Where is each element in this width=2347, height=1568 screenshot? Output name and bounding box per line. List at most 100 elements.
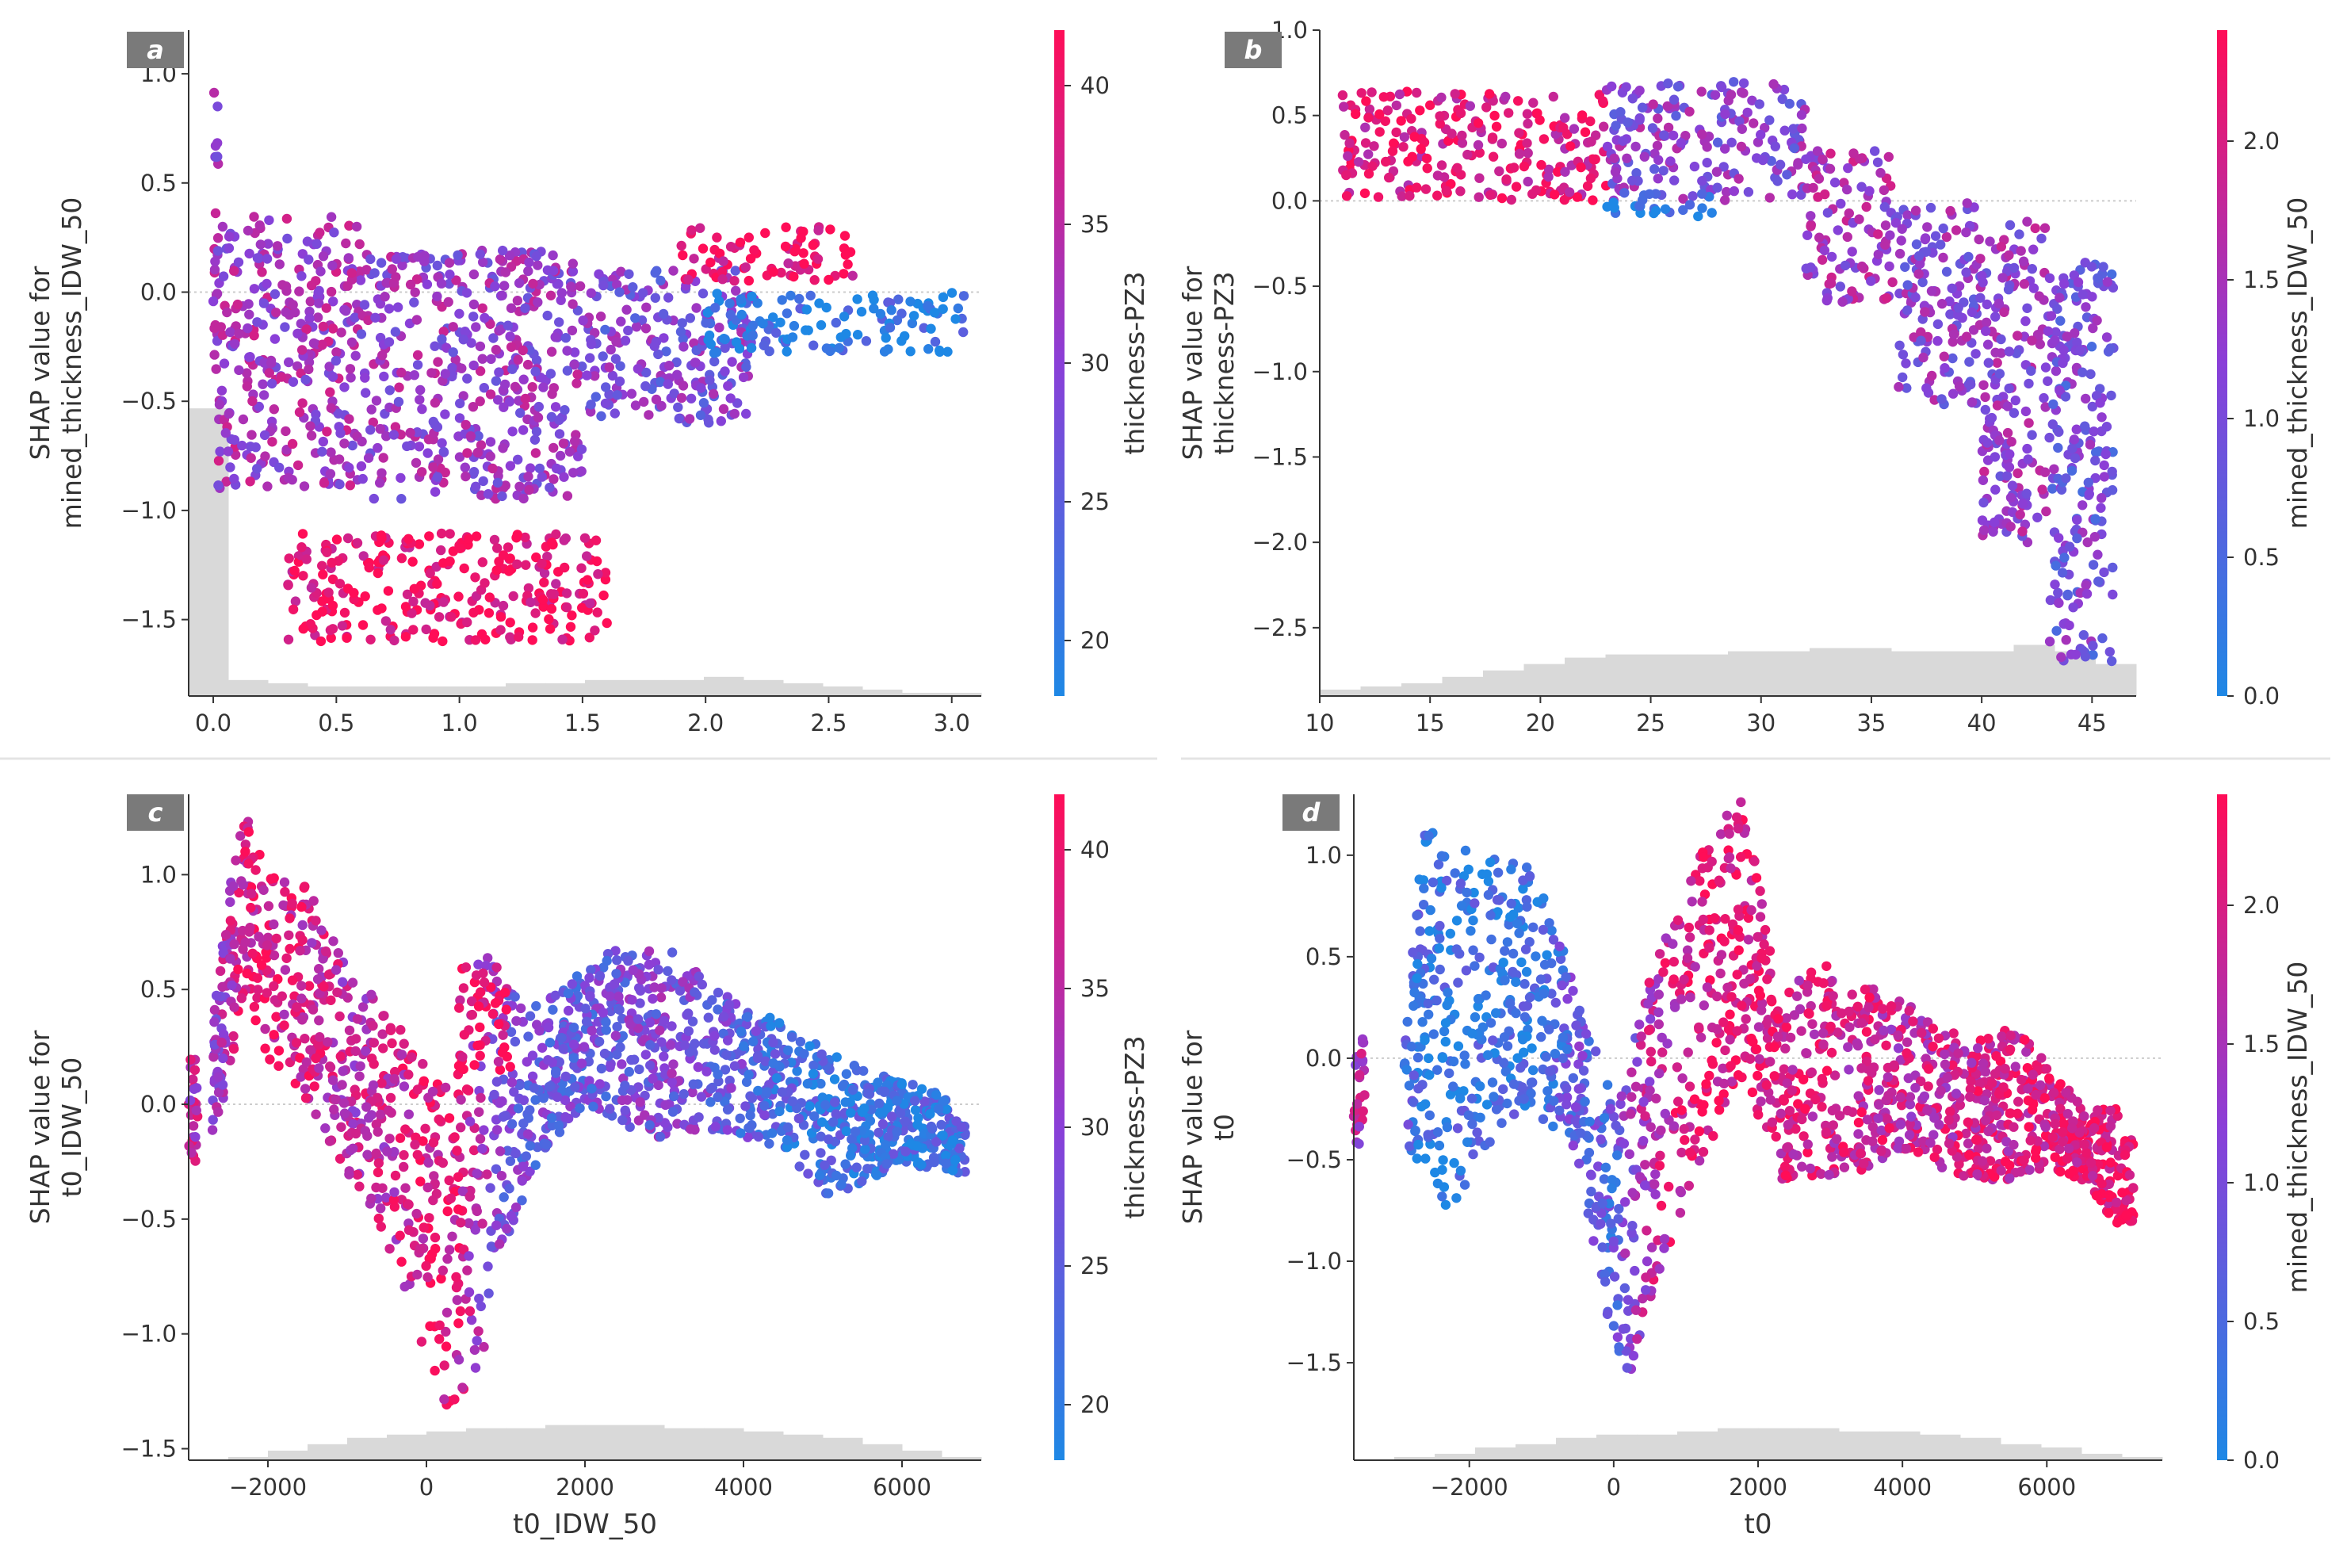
- scatter-point: [210, 256, 220, 266]
- scatter-point: [525, 1105, 535, 1115]
- scatter-point: [2040, 402, 2051, 412]
- scatter-point: [269, 981, 279, 992]
- scatter-point: [452, 1295, 462, 1306]
- scatter-point: [820, 1100, 831, 1111]
- scatter-point: [367, 1054, 377, 1064]
- scatter-point: [255, 239, 266, 250]
- scatter-point: [344, 1169, 354, 1180]
- histogram-bar: [1810, 648, 1851, 696]
- scatter-point: [554, 317, 564, 327]
- scatter-point: [1560, 113, 1570, 123]
- histogram-bar: [902, 692, 942, 696]
- scatter-point: [460, 327, 470, 337]
- histogram-bar: [1798, 1428, 1840, 1460]
- scatter-point: [252, 464, 262, 474]
- scatter-point: [358, 551, 369, 561]
- scatter-point: [2051, 327, 2061, 338]
- y-tick-label: −0.5: [1252, 273, 1308, 300]
- scatter-point: [1755, 885, 1765, 897]
- scatter-point: [378, 453, 388, 463]
- scatter-point: [712, 289, 722, 299]
- scatter-point: [1504, 108, 1514, 118]
- scatter-point: [437, 438, 447, 449]
- x-tick-label: 2.0: [687, 709, 724, 736]
- scatter-point: [451, 275, 461, 285]
- histogram-bar: [2001, 1444, 2042, 1460]
- scatter-point: [2039, 223, 2051, 233]
- scatter-point: [586, 407, 596, 417]
- scatter-point: [2061, 473, 2071, 484]
- scatter-point: [485, 437, 496, 447]
- scatter-point: [258, 885, 269, 896]
- scatter-point: [547, 388, 557, 400]
- scatter-point: [1861, 1027, 1872, 1037]
- scatter-point: [568, 1023, 579, 1033]
- scatter-point: [564, 446, 575, 457]
- scatter-point: [1627, 175, 1638, 185]
- scatter-point: [2059, 553, 2070, 563]
- scatter-point: [376, 1203, 386, 1214]
- scatter-point: [663, 379, 673, 389]
- scatter-point: [624, 269, 634, 279]
- scatter-point: [1870, 146, 1880, 156]
- scatter-point: [2010, 395, 2020, 406]
- scatter-point: [1630, 141, 1641, 152]
- scatter-point: [466, 1314, 477, 1325]
- scatter-point: [537, 558, 547, 569]
- scatter-point: [421, 624, 431, 635]
- scatter-point: [336, 327, 346, 338]
- scatter-point: [958, 291, 969, 301]
- scatter-point: [354, 239, 365, 250]
- scatter-point: [546, 603, 557, 614]
- scatter-point: [1663, 78, 1673, 89]
- scatter-point: [477, 557, 487, 568]
- scatter-point: [1936, 394, 1947, 404]
- scatter-point: [371, 1182, 381, 1193]
- scatter-point: [361, 1102, 372, 1112]
- scatter-point: [1487, 132, 1498, 143]
- scatter-point: [215, 446, 225, 457]
- scatter-point: [2070, 328, 2080, 338]
- scatter-point: [229, 939, 239, 950]
- scatter-point: [468, 360, 479, 371]
- histogram-bar: [823, 686, 863, 696]
- scatter-point: [686, 225, 697, 235]
- scatter-point: [1436, 160, 1447, 170]
- scatter-point: [505, 331, 515, 342]
- scatter-point: [210, 140, 221, 151]
- colorbar-tick-label: 20: [1080, 1391, 1110, 1418]
- scatter-point: [2107, 269, 2117, 280]
- scatter-point: [1436, 92, 1447, 103]
- scatter-point: [252, 973, 263, 983]
- scatter-point: [656, 983, 667, 993]
- scatter-point: [2051, 365, 2062, 377]
- scatter-point: [502, 1051, 512, 1062]
- scatter-point: [472, 447, 483, 458]
- scatter-point: [500, 379, 510, 390]
- y-axis-label: SHAP value formined_thickness_IDW_50: [25, 197, 87, 530]
- x-tick-label: 1.0: [441, 709, 478, 736]
- scatter-point: [396, 1050, 407, 1060]
- scatter-point: [258, 379, 268, 389]
- scatter-point: [454, 413, 465, 423]
- scatter-point: [437, 334, 447, 344]
- scatter-point: [366, 1193, 377, 1204]
- scatter-point: [1506, 194, 1517, 205]
- colorbar-label: thickness-PZ3: [1119, 1035, 1150, 1218]
- scatter-point: [570, 1082, 580, 1092]
- scatter-point: [869, 304, 879, 314]
- scatter-point: [522, 1129, 533, 1139]
- scatter-point: [546, 589, 556, 599]
- scatter-point: [2081, 588, 2093, 599]
- scatter-point: [231, 449, 241, 460]
- scatter-point: [1435, 119, 1446, 129]
- scatter-point: [631, 322, 642, 332]
- scatter-point: [752, 298, 763, 308]
- scatter-point: [352, 1014, 363, 1024]
- scatter-point: [1736, 141, 1747, 152]
- scatter-point: [418, 1233, 429, 1244]
- scatter-point: [368, 417, 378, 427]
- scatter-point: [426, 1249, 438, 1260]
- scatter-point: [405, 279, 416, 290]
- scatter-point: [1523, 147, 1533, 159]
